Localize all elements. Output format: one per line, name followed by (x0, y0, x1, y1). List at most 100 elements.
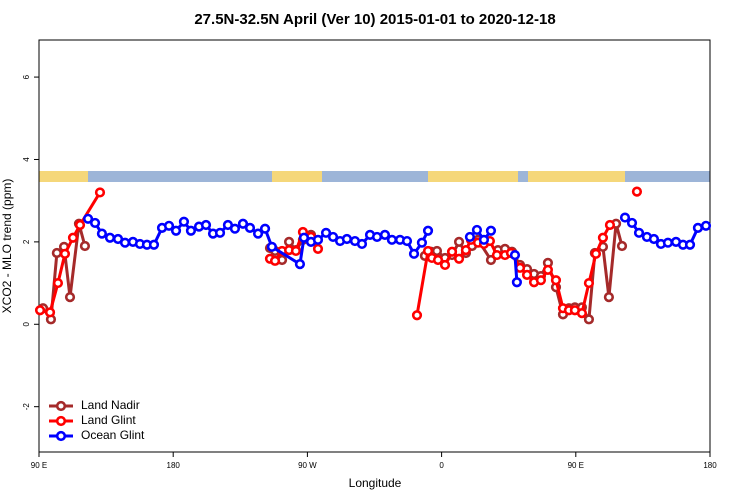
point (148, 239, 160, 250)
land-strip (428, 171, 518, 182)
point (521, 269, 533, 280)
point (51, 247, 62, 259)
point (597, 232, 609, 243)
point (259, 223, 271, 234)
point (312, 234, 324, 245)
point (67, 232, 79, 243)
point (312, 243, 324, 254)
point (684, 239, 696, 250)
point (619, 212, 631, 223)
point (52, 277, 64, 289)
point (44, 307, 56, 318)
point (170, 225, 182, 236)
point (178, 216, 190, 227)
legend-label: Land Nadir (81, 398, 140, 412)
y-tick-label: 4 (22, 157, 31, 162)
point (464, 231, 476, 243)
point (616, 240, 628, 252)
point (341, 233, 353, 245)
point (460, 245, 472, 256)
point (408, 248, 420, 259)
x-tick-label: 90 E (31, 461, 47, 470)
point (94, 187, 106, 198)
x-tick-label: 90 W (298, 461, 317, 470)
point (542, 264, 554, 275)
point (200, 219, 212, 231)
point (700, 220, 712, 231)
point (401, 235, 413, 247)
legend-label: Land Glint (81, 413, 136, 427)
plot-frame (38, 39, 711, 453)
land-strip (39, 171, 88, 182)
point (294, 259, 306, 270)
point (269, 255, 281, 266)
point (82, 213, 94, 224)
point (59, 248, 71, 259)
y-tick-label: 6 (22, 74, 31, 79)
point (237, 218, 249, 229)
point (244, 222, 256, 233)
point (576, 308, 588, 319)
point (379, 229, 391, 240)
point (446, 246, 458, 257)
legend-marker (55, 400, 67, 412)
point (327, 231, 339, 243)
point (96, 228, 108, 239)
point (266, 241, 278, 252)
legend-marker (55, 430, 67, 442)
land-strip (272, 171, 322, 182)
point (185, 225, 197, 236)
point (34, 305, 46, 316)
y-axis-label: XCO2 - MLO trend (ppm) (0, 179, 14, 314)
point (535, 275, 547, 286)
point (371, 231, 383, 243)
legend-marker (55, 415, 67, 427)
point (604, 219, 616, 231)
x-axis-label: Longitude (349, 476, 402, 490)
point (626, 217, 638, 229)
point (431, 245, 443, 257)
point (104, 232, 116, 243)
point (471, 224, 483, 236)
point (453, 253, 465, 264)
point (478, 234, 490, 245)
point (509, 249, 521, 261)
point (550, 275, 562, 286)
point (631, 186, 643, 197)
y-tick-label: 0 (22, 322, 31, 327)
point (411, 310, 423, 321)
point (692, 222, 704, 233)
point (491, 249, 503, 261)
point (511, 277, 523, 288)
ocean-strip (39, 171, 710, 182)
point (416, 237, 428, 248)
point (229, 223, 241, 234)
x-tick-label: 90 E (568, 461, 584, 470)
x-tick-label: 180 (167, 461, 181, 470)
point (485, 225, 497, 236)
point (356, 238, 368, 250)
point (214, 227, 226, 238)
legend-label: Ocean Glint (81, 428, 145, 442)
point (320, 227, 332, 238)
point (252, 228, 264, 239)
point (583, 314, 595, 325)
point (298, 232, 310, 243)
point (590, 248, 602, 259)
y-tick-label: -2 (22, 403, 31, 411)
point (163, 220, 175, 231)
land-strip (528, 171, 625, 182)
point (633, 227, 645, 238)
chart-title: 27.5N-32.5N April (Ver 10) 2015-01-01 to… (194, 11, 555, 28)
x-tick-label: 180 (703, 461, 717, 470)
point (422, 225, 434, 236)
point (89, 217, 101, 229)
point (290, 245, 302, 257)
point (648, 233, 660, 245)
land-ocean-strip (39, 171, 710, 182)
point (583, 277, 595, 289)
point (432, 254, 444, 266)
point (453, 236, 465, 247)
x-tick-label: 0 (439, 461, 444, 470)
